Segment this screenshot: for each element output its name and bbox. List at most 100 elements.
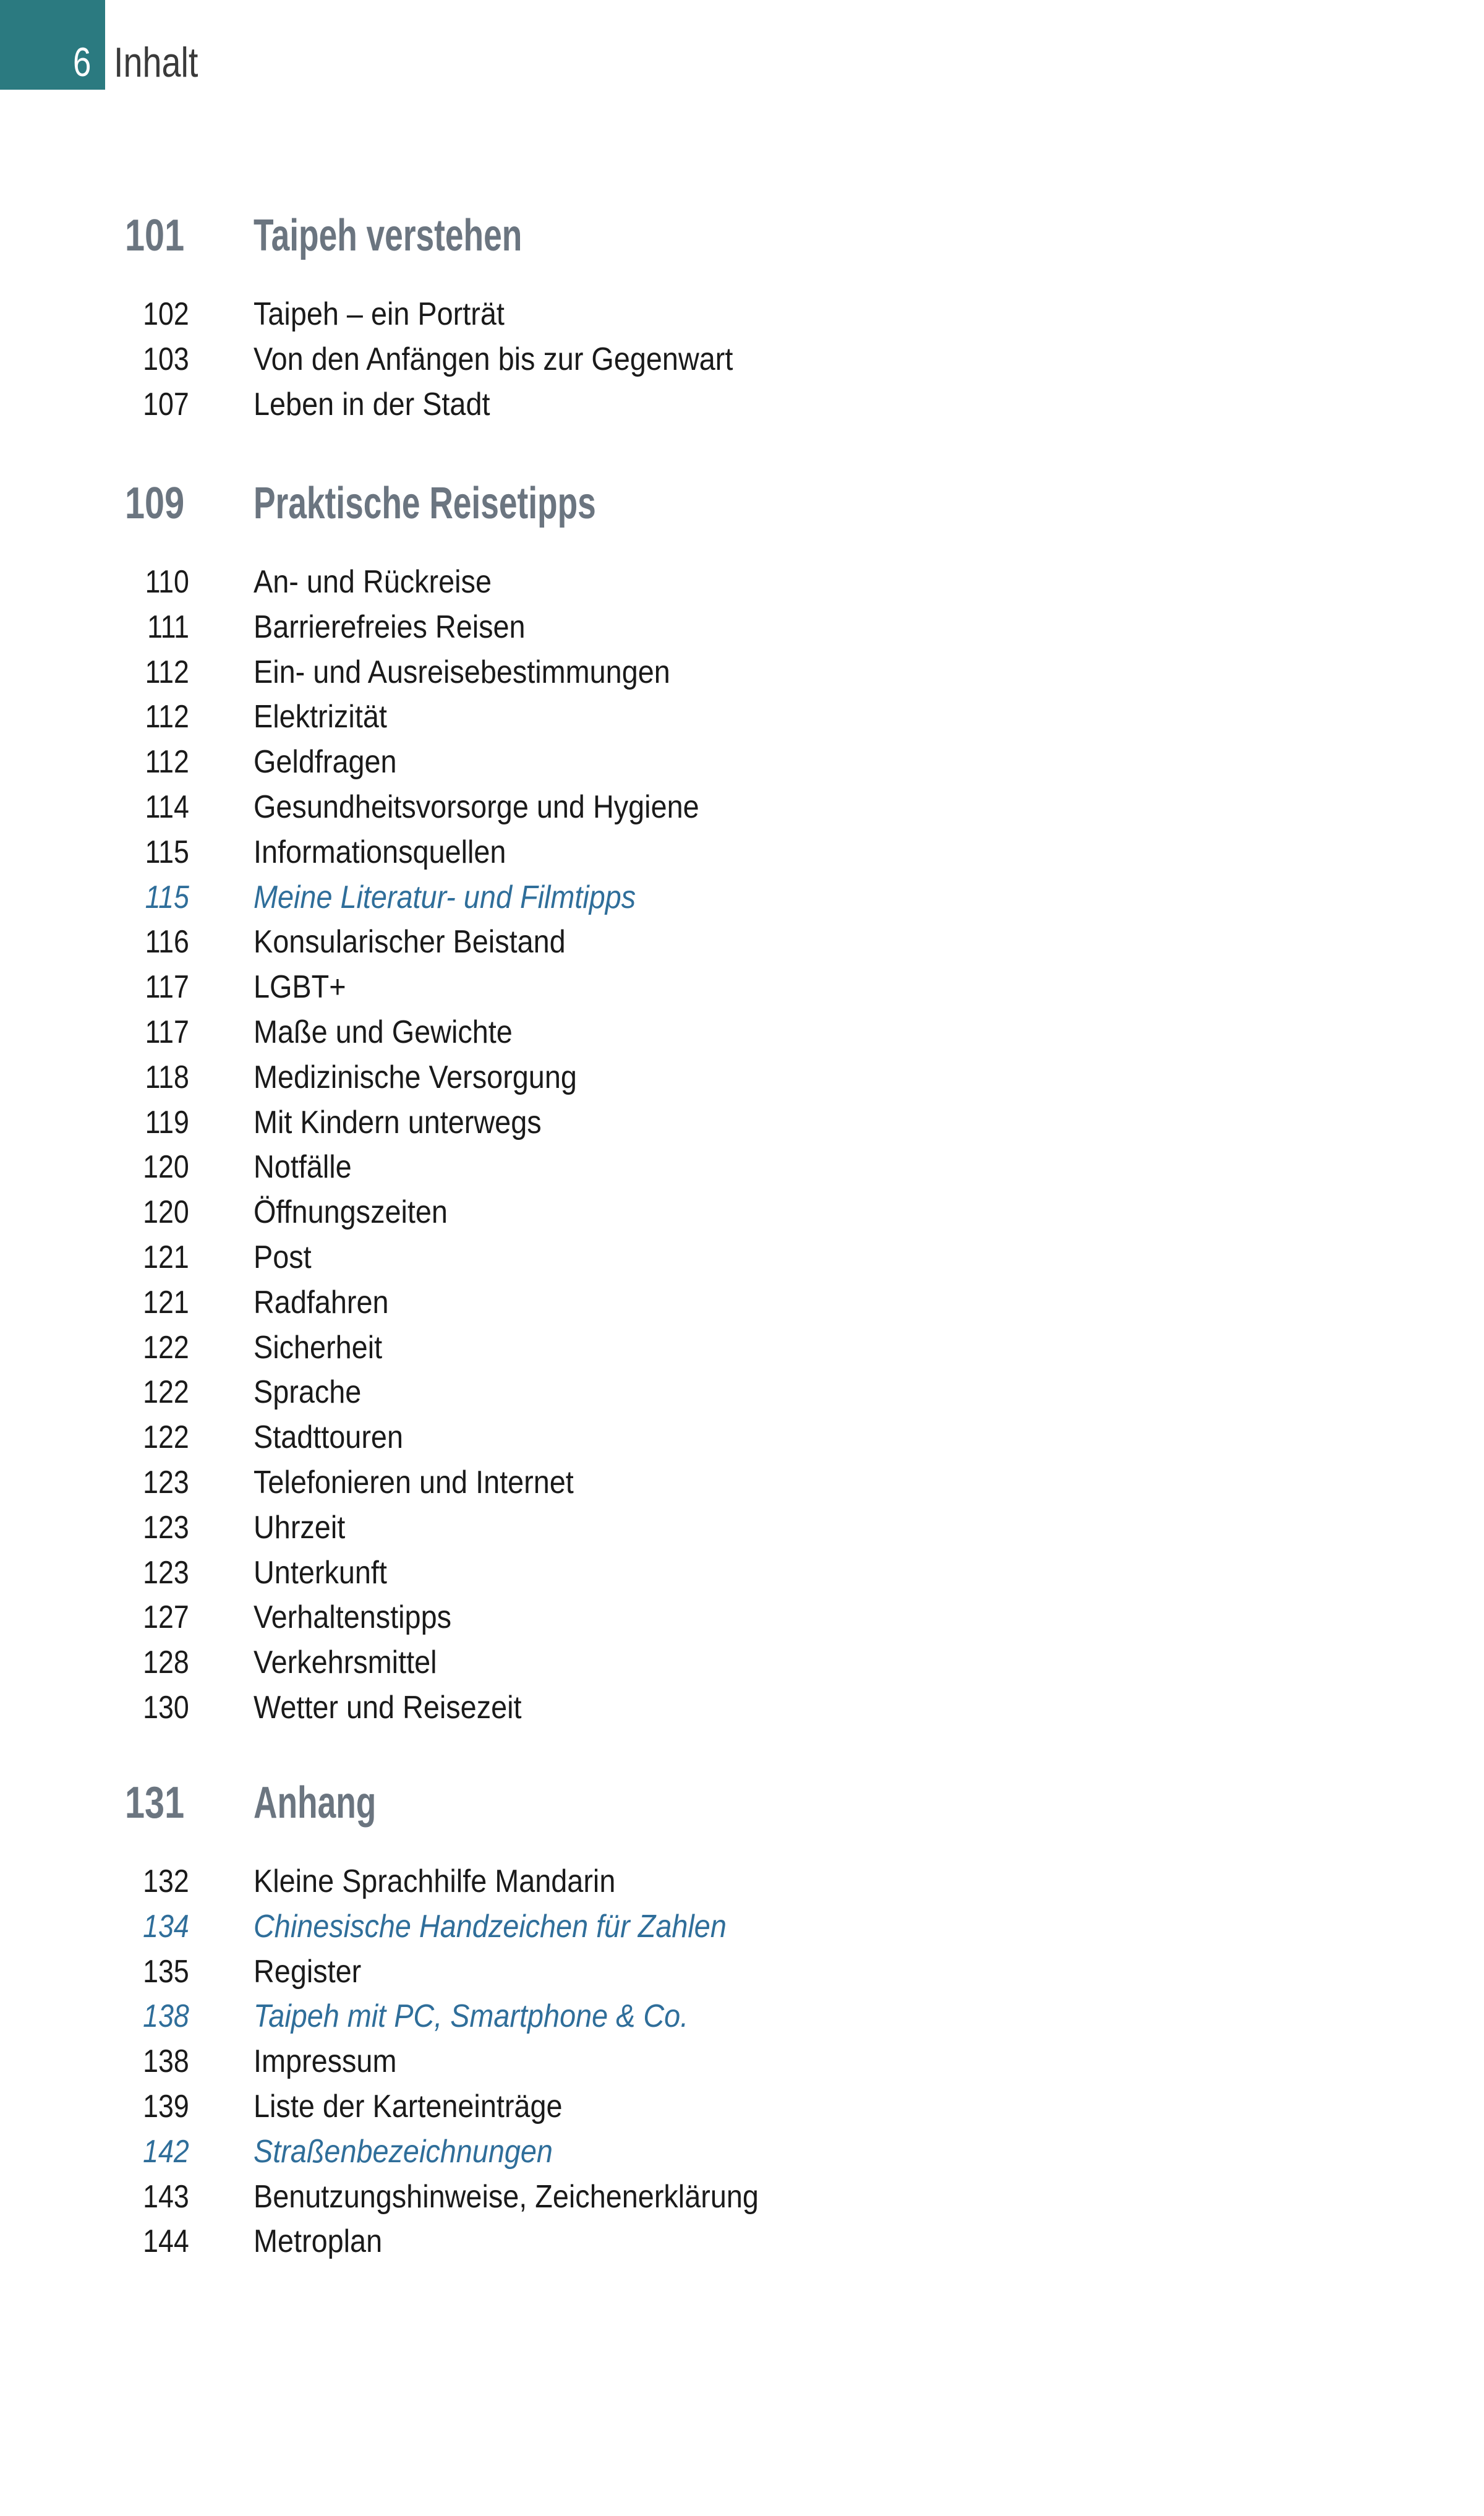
toc-entry[interactable]: 143 Benutzungshinweise, Zeichenerklärung <box>0 2178 1484 2223</box>
toc-entry[interactable]: 121 Post <box>0 1239 1484 1284</box>
toc-entry[interactable]: 112 Geldfragen <box>0 743 1484 789</box>
entry-title: Verkehrsmittel <box>254 1645 437 1681</box>
entry-page-number: 121 <box>143 1239 189 1275</box>
entry-title: Telefonieren und Internet <box>254 1464 574 1500</box>
toc-entry[interactable]: 111 Barrierefreies Reisen <box>0 609 1484 654</box>
entry-page-number: 107 <box>143 386 189 422</box>
entry-page-number: 114 <box>145 789 189 825</box>
toc-entry[interactable]: 138 Taipeh mit PC, Smartphone & Co. <box>0 1998 1484 2043</box>
entry-page-number: 122 <box>143 1419 189 1456</box>
entry-title: Impressum <box>254 2043 397 2080</box>
entry-title: Unterkunft <box>254 1554 387 1591</box>
toc-entry[interactable]: 123 Uhrzeit <box>0 1509 1484 1554</box>
toc-section: 109 Praktische Reisetipps 110 An- und Rückr… <box>0 478 1484 1734</box>
toc-entry[interactable]: 142 Straßenbezeichnungen <box>0 2133 1484 2178</box>
entry-title: Von den Anfängen bis zur Gegenwart <box>254 341 733 377</box>
entry-title: Maße und Gewichte <box>254 1014 513 1050</box>
section-entries: 132 Kleine Sprachhilfe Mandarin 134 Chinesi… <box>0 1863 1484 2268</box>
entry-page-number: 138 <box>143 1998 189 2035</box>
entry-title: Medizinische Versorgung <box>254 1059 577 1095</box>
toc-entry[interactable]: 122 Stadttouren <box>0 1419 1484 1464</box>
toc-entry[interactable]: 119 Mit Kindern unterwegs <box>0 1104 1484 1149</box>
entry-page-number: 111 <box>147 609 189 645</box>
entry-page-number: 117 <box>145 969 189 1006</box>
entry-title: Liste der Karteneinträge <box>254 2088 563 2124</box>
toc-entry[interactable]: 117 LGBT+ <box>0 969 1484 1014</box>
toc-entry[interactable]: 121 Radfahren <box>0 1284 1484 1329</box>
entry-title: Öffnungszeiten <box>254 1194 448 1231</box>
toc-entry[interactable]: 123 Telefonieren und Internet <box>0 1464 1484 1509</box>
entry-title: Ein- und Ausreisebestimmungen <box>254 654 670 690</box>
entry-title: Metroplan <box>254 2223 383 2260</box>
toc-entry[interactable]: 115 Meine Literatur- und Filmtipps <box>0 879 1484 924</box>
toc-entry[interactable]: 103 Von den Anfängen bis zur Gegenwart <box>0 341 1484 386</box>
entry-title: Radfahren <box>254 1284 389 1320</box>
page-title: Inhalt <box>114 39 198 86</box>
entry-page-number: 134 <box>143 1908 189 1945</box>
entry-page-number: 123 <box>143 1509 189 1546</box>
entry-title: Elektrizität <box>254 699 387 735</box>
entry-title: Gesundheitsvorsorge und Hygiene <box>254 789 699 825</box>
toc-entry[interactable]: 122 Sicherheit <box>0 1329 1484 1374</box>
entry-page-number: 117 <box>145 1014 189 1050</box>
header-accent-block <box>0 0 105 90</box>
toc-entry[interactable]: 107 Leben in der Stadt <box>0 386 1484 431</box>
entry-page-number: 123 <box>143 1554 189 1591</box>
toc-entry[interactable]: 118 Medizinische Versorgung <box>0 1059 1484 1104</box>
entry-title: Straßenbezeichnungen <box>254 2133 553 2170</box>
entry-title: Post <box>254 1239 312 1275</box>
toc-entry[interactable]: 127 Verhaltenstipps <box>0 1599 1484 1644</box>
entry-page-number: 132 <box>143 1863 189 1899</box>
toc-entry[interactable]: 102 Taipeh – ein Porträt <box>0 296 1484 341</box>
entry-page-number: 144 <box>143 2223 189 2260</box>
toc-entry[interactable]: 112 Ein- und Ausreisebestimmungen <box>0 654 1484 699</box>
section-page-number: 109 <box>125 479 185 528</box>
toc-entry[interactable]: 112 Elektrizität <box>0 698 1484 743</box>
entry-page-number: 120 <box>143 1149 189 1186</box>
entry-title: Uhrzeit <box>254 1509 346 1546</box>
toc-entry[interactable]: 120 Öffnungszeiten <box>0 1194 1484 1239</box>
toc-entry[interactable]: 116 Konsularischer Beistand <box>0 923 1484 969</box>
entry-page-number: 138 <box>143 2043 189 2080</box>
entry-page-number: 102 <box>143 296 189 332</box>
section-heading[interactable]: 131 Anhang <box>0 1778 1484 1833</box>
toc-entry[interactable]: 138 Impressum <box>0 2043 1484 2088</box>
toc-entry[interactable]: 120 Notfälle <box>0 1149 1484 1194</box>
entry-title: Sicherheit <box>254 1329 383 1366</box>
entry-page-number: 120 <box>143 1194 189 1231</box>
section-heading[interactable]: 101 Taipeh verstehen <box>0 210 1484 266</box>
toc-entry[interactable]: 123 Unterkunft <box>0 1554 1484 1599</box>
section-entries: 110 An- und Rückreise 111 Barrierefreies Re… <box>0 563 1484 1734</box>
entry-page-number: 112 <box>145 699 189 735</box>
toc-entry[interactable]: 128 Verkehrsmittel <box>0 1644 1484 1689</box>
entry-page-number: 128 <box>143 1645 189 1681</box>
entry-title: Mit Kindern unterwegs <box>254 1104 542 1140</box>
toc-entry[interactable]: 130 Wetter und Reisezeit <box>0 1689 1484 1734</box>
toc-entry[interactable]: 135 Register <box>0 1953 1484 1998</box>
entry-title: Geldfragen <box>254 744 397 781</box>
toc-entry[interactable]: 115 Informationsquellen <box>0 834 1484 879</box>
toc-entry[interactable]: 122 Sprache <box>0 1374 1484 1419</box>
section-heading[interactable]: 109 Praktische Reisetipps <box>0 478 1484 534</box>
toc-entry[interactable]: 117 Maße und Gewichte <box>0 1014 1484 1059</box>
entry-page-number: 122 <box>143 1374 189 1411</box>
entry-title: Notfälle <box>254 1149 352 1186</box>
toc-entry[interactable]: 114 Gesundheitsvorsorge und Hygiene <box>0 789 1484 834</box>
toc-entry[interactable]: 132 Kleine Sprachhilfe Mandarin <box>0 1863 1484 1908</box>
entry-title: Benutzungshinweise, Zeichenerklärung <box>254 2178 759 2215</box>
entry-title: LGBT+ <box>254 969 346 1006</box>
entry-title: Leben in der Stadt <box>254 386 490 422</box>
toc-entry[interactable]: 110 An- und Rückreise <box>0 563 1484 609</box>
entry-page-number: 112 <box>145 744 189 781</box>
entry-page-number: 115 <box>145 879 189 915</box>
entry-page-number: 142 <box>143 2133 189 2170</box>
entry-page-number: 103 <box>143 341 189 377</box>
entry-page-number: 121 <box>143 1284 189 1320</box>
toc-entry[interactable]: 139 Liste der Karteneinträge <box>0 2088 1484 2133</box>
entry-title: Konsularischer Beistand <box>254 924 566 961</box>
section-title: Anhang <box>254 1778 377 1828</box>
entry-title: Register <box>254 1953 362 1990</box>
entry-page-number: 123 <box>143 1464 189 1500</box>
toc-entry[interactable]: 134 Chinesische Handzeichen für Zahlen <box>0 1908 1484 1953</box>
toc-entry[interactable]: 144 Metroplan <box>0 2223 1484 2268</box>
